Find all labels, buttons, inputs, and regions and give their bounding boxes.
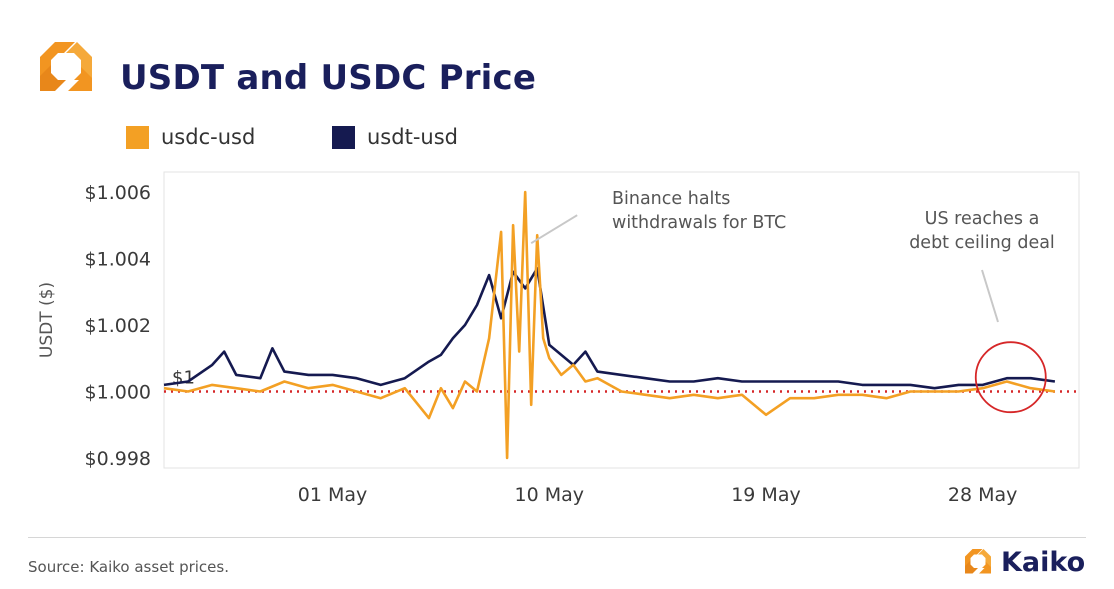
plot-area-frame [163,171,1080,469]
legend-label-usdt: usdt-usd [367,125,458,149]
kaiko-brand-icon [965,549,991,574]
legend-label-usdc: usdc-usd [161,125,256,149]
series-line-usdc-usd [163,190,1056,460]
y-tick-label: $1.006 [85,182,151,204]
kaiko-logo-icon [40,42,92,91]
x-tick-label: 19 May [731,484,801,506]
x-tick-label: 10 May [515,484,585,506]
series-line-usdt-usd [163,267,1056,390]
brand-logo: Kaiko [962,546,1085,578]
y-tick-label: $1.002 [85,315,151,337]
y-axis-title: USDT ($) [37,282,57,358]
highlight-circle [974,341,1047,414]
y-tick-label: $0.998 [85,448,151,470]
annotation-arrow-debt-ceiling [981,269,999,323]
chart-title: USDT and USDC Price [120,58,537,98]
series-layer [163,190,1056,460]
x-tick-label: 28 May [948,484,1018,506]
legend-swatch-usdt [332,125,355,149]
brand-name: Kaiko [1001,546,1086,578]
annotation-text-binance: Binance halts [612,189,730,209]
footer-divider [28,537,1086,538]
annotation-layer: Binance halts withdrawals for BTC US reach… [530,189,1055,414]
annotation-text-debt-ceiling: US reaches a [925,209,1040,229]
legend-item-usdc: usdc-usd [126,122,255,152]
legend-item-usdt: usdt-usd [332,122,458,152]
y-tick-label: $1.004 [85,248,151,270]
x-tick-label: 01 May [298,484,368,506]
annotation-text-debt-ceiling: debt ceiling deal [909,233,1055,253]
y-tick-label: $1.000 [85,382,151,404]
y-axis: $0.998 $1.000 $1.002 $1.004 $1.006 [85,182,151,470]
legend-swatch-usdc [126,125,149,149]
annotation-arrow-binance [530,214,578,245]
annotation-text-binance: withdrawals for BTC [612,213,786,233]
source-note: Source: Kaiko asset prices. [28,558,229,576]
x-axis: 01 May 10 May 19 May 28 May [298,484,1018,506]
